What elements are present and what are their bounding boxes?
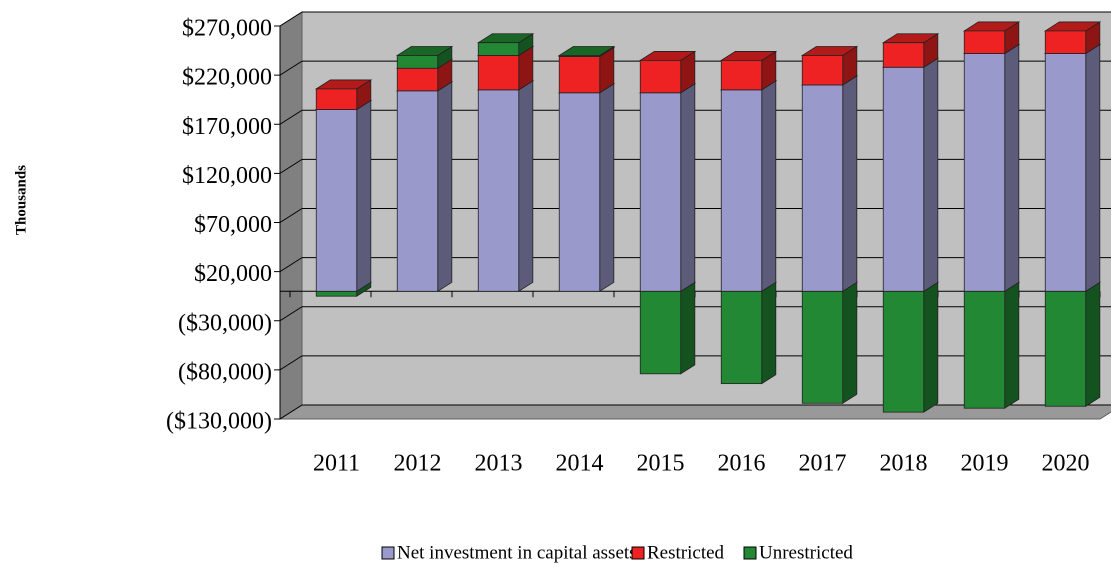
x-tick-label: 2020: [1042, 451, 1090, 477]
x-tick-label: 2018: [880, 451, 928, 477]
bar: [477, 55, 520, 91]
bar-side: [599, 83, 615, 293]
bar: [639, 59, 682, 94]
bar: [1044, 30, 1087, 54]
bar-side: [1085, 281, 1101, 407]
bar: [801, 290, 844, 404]
grid-line: [279, 60, 303, 76]
legend-swatch: [381, 546, 395, 560]
bar: [1044, 290, 1087, 407]
bar: [963, 30, 1006, 54]
bar: [1044, 53, 1087, 292]
bar-side: [761, 281, 777, 385]
legend-label: Unrestricted: [759, 542, 853, 563]
bar-side: [761, 80, 777, 293]
x-tick-label: 2019: [961, 451, 1009, 477]
grid-line: [279, 158, 303, 174]
bar: [882, 66, 925, 292]
bar: [315, 88, 358, 110]
bar: [558, 55, 601, 57]
bar-side: [842, 281, 858, 405]
bar: [882, 290, 925, 413]
bar: [639, 290, 682, 375]
y-tick-label: $120,000: [182, 163, 272, 189]
bar-side: [923, 57, 939, 293]
grid-line: [279, 11, 303, 27]
bar-side: [842, 75, 858, 293]
y-tick-label: $20,000: [194, 261, 272, 287]
y-tick-label: ($80,000): [178, 359, 272, 385]
bar: [315, 290, 358, 297]
bar: [396, 90, 439, 292]
bar-side: [1085, 43, 1101, 293]
x-tick-label: 2013: [475, 451, 523, 477]
y-tick-label: $70,000: [194, 212, 272, 238]
legend-swatch: [631, 546, 645, 560]
legend-swatch: [743, 546, 757, 560]
bar: [558, 56, 601, 94]
grid-line: [279, 208, 303, 223]
grid-line: [279, 109, 303, 125]
bar: [963, 290, 1006, 409]
legend-label: Net investment in capital assets: [397, 542, 637, 563]
x-tick-label: 2017: [799, 451, 847, 477]
legend-label: Restricted: [647, 542, 725, 563]
bar: [720, 59, 763, 91]
bar-side: [1004, 281, 1020, 409]
bar-side: [437, 81, 453, 293]
x-tick-label: 2015: [637, 451, 685, 477]
bar-side: [923, 281, 939, 413]
bar: [396, 55, 439, 69]
bar: [558, 92, 601, 292]
y-tick-label: ($30,000): [178, 310, 272, 336]
bar: [477, 42, 520, 56]
grid-line: [279, 404, 303, 420]
bar: [801, 84, 844, 292]
y-tick-label: $220,000: [182, 65, 272, 91]
y-tick-label: $270,000: [182, 16, 272, 42]
y-tick-label: ($130,000): [166, 409, 272, 435]
bar-side: [1004, 43, 1020, 293]
x-tick-label: 2012: [394, 451, 442, 477]
bar: [315, 109, 358, 292]
bar-side: [518, 80, 534, 293]
grid-line: [279, 355, 303, 371]
y-tick-label: $170,000: [182, 114, 272, 140]
bar: [720, 89, 763, 292]
bar: [396, 67, 439, 92]
bar: [801, 55, 844, 86]
bar: [639, 92, 682, 292]
bar: [477, 89, 520, 292]
x-tick-label: 2016: [718, 451, 766, 477]
x-tick-label: 2014: [556, 451, 604, 477]
bar-side: [356, 99, 372, 293]
bar: [963, 53, 1006, 292]
grid-line: [279, 306, 303, 322]
bar-side: [680, 281, 696, 375]
bar: [882, 42, 925, 68]
grid-line: [279, 257, 303, 273]
x-tick-label: 2011: [313, 451, 360, 477]
y-axis-label: Thousands: [13, 165, 29, 235]
bar-side: [680, 83, 696, 293]
bar: [720, 290, 763, 385]
